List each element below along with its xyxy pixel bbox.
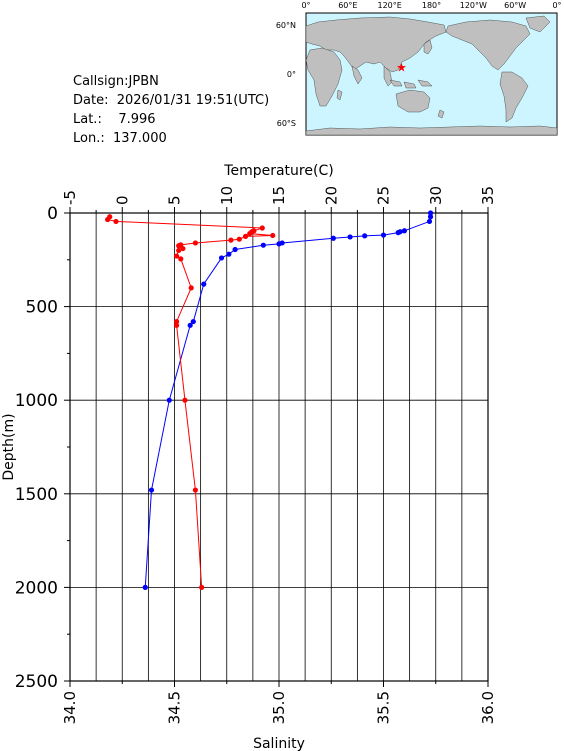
- depth-tick-label: 2500: [15, 672, 58, 692]
- salinity-data-point: [259, 225, 265, 231]
- salinity-data-point: [105, 216, 111, 223]
- data-series: [105, 210, 434, 591]
- map-lon-label: 120°W: [460, 1, 487, 10]
- salinity-tick-label: 34.5: [166, 691, 184, 724]
- temperature-tick-label: 20: [322, 186, 340, 205]
- temperature-tick-label: 30: [427, 186, 445, 205]
- temperature-data-point: [232, 246, 238, 253]
- salinity-data-point: [113, 218, 119, 225]
- salinity-tick-label: 35.5: [375, 691, 393, 724]
- temperature-tick-label: 5: [166, 195, 184, 205]
- temperature-data-point: [260, 242, 266, 248]
- temperature-data-point: [218, 255, 225, 261]
- station-info: Callsign:JPBN Date: 2026/01/31 19:51(UTC…: [73, 72, 269, 148]
- salinity-data-point: [242, 233, 249, 239]
- map-lon-label: 60°E: [338, 1, 357, 10]
- depth-tick-label: 0: [47, 204, 58, 224]
- latitude-text: Lat.: 7.996: [73, 112, 156, 127]
- depth-axis-title: Depth(m): [1, 413, 17, 480]
- map-lat-label: 60°S: [277, 119, 296, 128]
- salinity-data-point: [173, 318, 180, 325]
- salinity-data-point: [176, 243, 182, 249]
- depth-tick-label: 1000: [15, 391, 58, 411]
- temperature-tick-label: 35: [479, 186, 497, 205]
- map-lon-label: 180°: [422, 1, 441, 10]
- temperature-data-point: [380, 232, 387, 238]
- salinity-data-point: [176, 247, 182, 254]
- temperature-data-point: [226, 251, 232, 257]
- salinity-data-point: [188, 285, 194, 291]
- callsign-text: Callsign:JPBN: [73, 74, 159, 89]
- map-lat-label: 0°: [287, 70, 296, 79]
- station-marker-icon: ★: [396, 60, 407, 74]
- depth-tick-label: 1500: [15, 485, 58, 505]
- salinity-data-point: [236, 236, 242, 242]
- temperature-axis: -5 0 5 10 15 20 25 30 35: [61, 186, 497, 213]
- date-text: Date: 2026/01/31 19:51(UTC): [73, 93, 270, 108]
- temperature-data-point: [276, 241, 282, 247]
- depth-axis: 0 500 1000 1500 2000 2500: [15, 204, 70, 692]
- map-land: [305, 15, 558, 136]
- temperature-data-point: [190, 318, 196, 325]
- temperature-tick-label: 0: [113, 195, 131, 205]
- temperature-axis-title: Temperature(C): [223, 163, 333, 179]
- temperature-data-point: [148, 487, 155, 493]
- map-latitude-labels: 60°N 0° 60°S: [276, 21, 296, 128]
- temperature-data-point: [395, 230, 401, 236]
- salinity-data-point: [182, 397, 188, 403]
- salinity-profile-line: [106, 216, 273, 588]
- temperature-data-point: [166, 397, 172, 403]
- salinity-data-point: [228, 237, 234, 243]
- temperature-tick-label: -5: [61, 190, 79, 205]
- salinity-axis-title: Salinity: [253, 736, 305, 751]
- salinity-tick-label: 34.0: [61, 691, 79, 724]
- salinity-data-point: [173, 322, 180, 328]
- temperature-data-point: [142, 584, 148, 591]
- salinity-data-point: [247, 230, 253, 237]
- salinity-data-point: [180, 245, 186, 252]
- temperature-data-point: [426, 218, 433, 225]
- salinity-data-point: [192, 240, 198, 246]
- salinity-data-point: [192, 487, 198, 493]
- temperature-data-point: [187, 322, 193, 328]
- temperature-tick-label: 10: [218, 186, 236, 205]
- salinity-data-point: [178, 256, 184, 262]
- chart-grid: [69, 212, 489, 682]
- map-lat-label: 60°N: [276, 21, 296, 30]
- salinity-data-point: [270, 232, 276, 239]
- salinity-data-point: [173, 253, 180, 259]
- temperature-tick-label: 15: [270, 186, 288, 205]
- temperature-data-point: [427, 210, 434, 216]
- temperature-data-point: [330, 235, 336, 241]
- map-longitude-labels: 0° 60°E 120°E 180° 120°W 60°W 0°: [301, 1, 561, 10]
- map-lon-label: 0°: [552, 1, 561, 10]
- depth-tick-label: 500: [26, 298, 58, 318]
- temperature-data-point: [401, 228, 407, 234]
- salinity-data-point: [199, 584, 205, 591]
- temperature-data-point: [427, 214, 434, 220]
- temperature-data-point: [201, 281, 207, 287]
- longitude-text: Lon.: 137.000: [73, 131, 167, 146]
- temperature-tick-label: 25: [375, 186, 393, 205]
- temperature-data-point: [362, 233, 368, 239]
- map-lon-label: 60°W: [504, 1, 526, 10]
- salinity-axis: 34.0 34.5 35.0 35.5 36.0: [61, 681, 497, 724]
- depth-tick-label: 2000: [15, 578, 58, 598]
- map-lon-label: 120°E: [378, 1, 402, 10]
- salinity-tick-label: 36.0: [479, 691, 497, 724]
- temperature-data-point: [347, 234, 353, 240]
- salinity-tick-label: 35.0: [270, 691, 288, 724]
- map-lon-label: 0°: [301, 1, 310, 10]
